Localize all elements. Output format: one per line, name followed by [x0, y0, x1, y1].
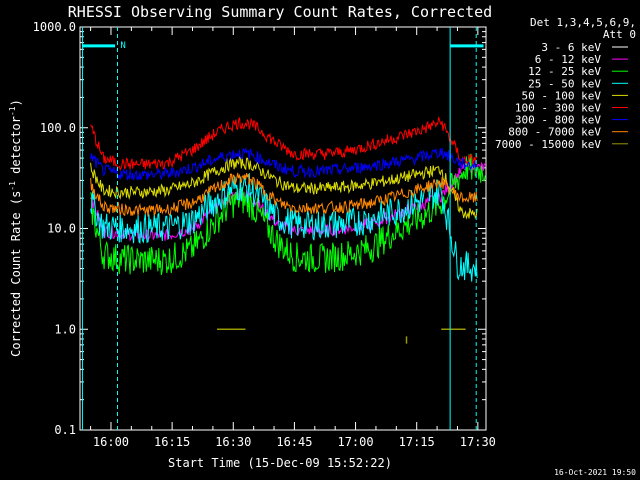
x-tick-label: 17:15 [399, 435, 435, 449]
x-tick-label: 16:30 [215, 435, 251, 449]
y-tick-label: 10.0 [47, 222, 76, 236]
legend-entry-label: 800 - 7000 keV [508, 126, 601, 139]
y-tick-label: 1.0 [54, 322, 76, 336]
series-layer [90, 116, 486, 344]
y-tick-label: 0.1 [54, 423, 76, 437]
series-line-4 [90, 156, 478, 220]
marker-layer: N [81, 27, 484, 430]
legend-header-line: Det 1,3,4,5,6,9, [530, 16, 636, 29]
legend-entry-label: 300 - 800 keV [515, 114, 601, 127]
y-axis-label-end: ) [9, 99, 23, 106]
y-axis-label-sup2: -1 [8, 106, 17, 116]
legend-entry-label: 100 - 300 keV [515, 102, 601, 115]
legend-entry-label: 50 - 100 keV [522, 89, 602, 102]
x-axis-ticks: 16:00 16:15 16:30 16:45 17:00 17:15 17:30 [90, 27, 496, 449]
y-axis-label: Corrected Count Rate (s-1 detector-1) [8, 99, 23, 357]
footer-timestamp: 16-Oct-2021 19:50 [554, 468, 636, 477]
y-tick-label: 1000.0 [33, 20, 76, 34]
x-tick-label: 16:45 [276, 435, 312, 449]
legend-entry-label: 25 - 50 keV [528, 77, 601, 90]
y-tick-label: 100.0 [40, 121, 76, 135]
marker-label: N [120, 41, 125, 51]
series-line-3 [90, 173, 478, 282]
x-tick-label: 17:30 [460, 435, 496, 449]
chart-title: RHESSI Observing Summary Count Rates, Co… [68, 3, 492, 21]
series-line-8 [217, 328, 466, 344]
series-line-6 [90, 148, 478, 181]
series-line-2 [90, 153, 486, 276]
legend-header-line: Att 0 [603, 28, 636, 41]
legend-entry-label: 7000 - 15000 keV [495, 138, 601, 151]
y-axis-label-mid: detector [9, 116, 23, 181]
x-tick-label: 16:15 [154, 435, 190, 449]
x-tick-label: 16:00 [93, 435, 129, 449]
legend-entry-label: 6 - 12 keV [535, 53, 602, 66]
x-tick-label: 17:00 [337, 435, 373, 449]
x-axis-label: Start Time (15-Dec-09 15:52:22) [168, 456, 392, 470]
y-axis-label-main: Corrected Count Rate (s [9, 191, 23, 357]
series-line-7 [90, 172, 478, 217]
legend-entry-label: 3 - 6 keV [541, 41, 601, 54]
legend-entry-label: 12 - 25 keV [528, 65, 601, 78]
y-axis-label-sup1: -1 [8, 181, 17, 191]
series-line-5 [90, 116, 478, 171]
